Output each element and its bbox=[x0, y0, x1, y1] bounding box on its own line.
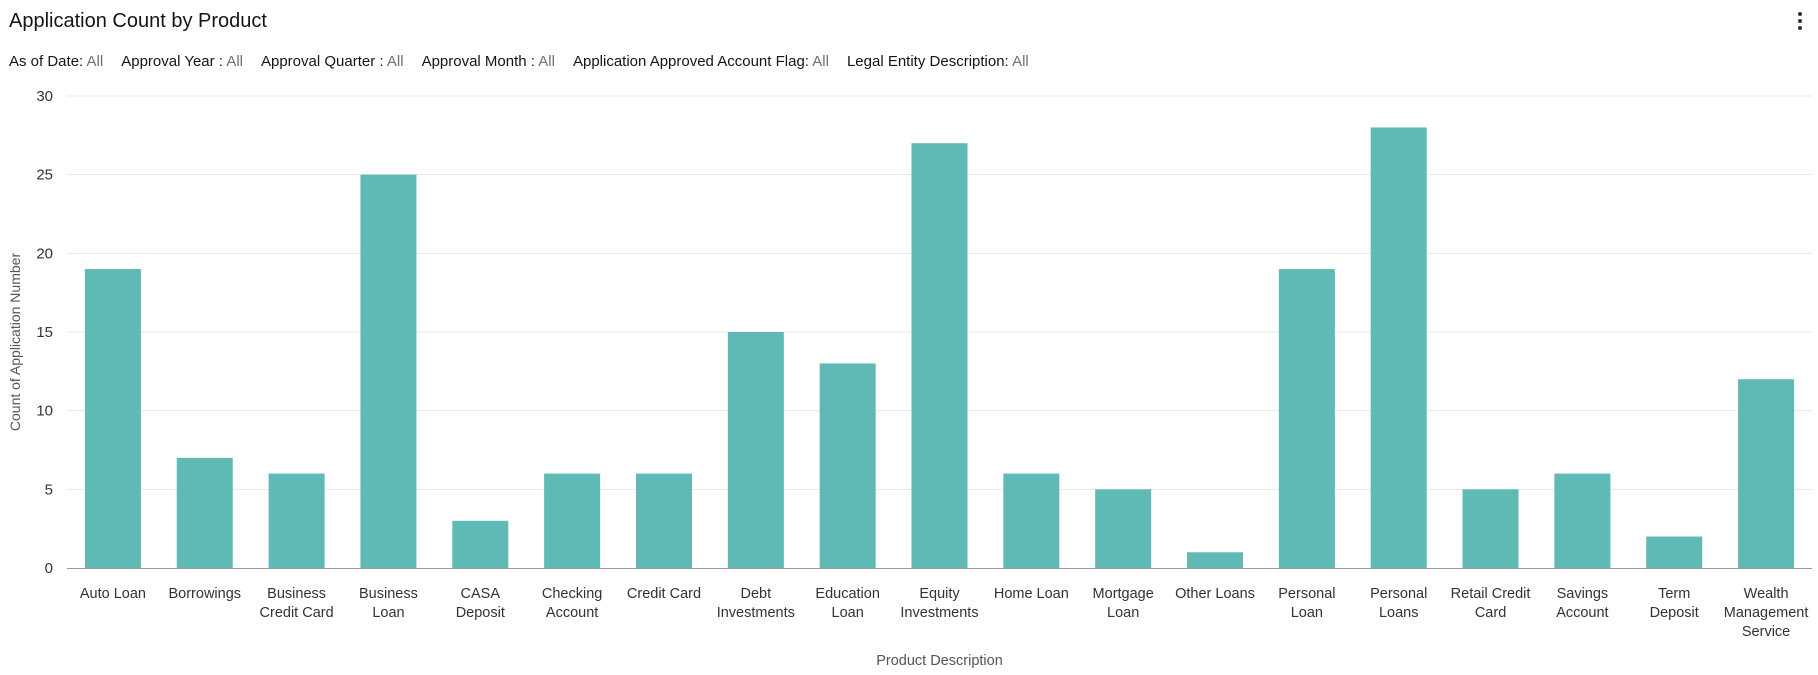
x-tick-label: Loans bbox=[1379, 605, 1419, 621]
bar-checking-account bbox=[544, 473, 601, 568]
filter-label: Application Approved Account Flag: bbox=[572, 53, 813, 70]
x-axis-title: Product Description bbox=[876, 653, 1003, 669]
x-tick-label: Personal bbox=[1370, 586, 1427, 602]
y-axis-title: Count of Application Number bbox=[7, 253, 23, 432]
y-tick-label: 0 bbox=[45, 560, 53, 577]
y-tick-label: 15 bbox=[36, 324, 53, 341]
x-tick-label: Card bbox=[1475, 605, 1506, 621]
x-tick-label: Other Loans bbox=[1175, 586, 1255, 602]
x-tick-label: Term bbox=[1658, 586, 1690, 602]
bar-home-loan bbox=[1003, 473, 1060, 568]
x-tick-label: Credit Card bbox=[627, 586, 701, 602]
bar-wealth-management-service bbox=[1738, 379, 1795, 568]
filter-value: All bbox=[226, 53, 243, 70]
filter-0[interactable]: As of Date: All bbox=[9, 53, 103, 70]
bar-debt-investments bbox=[727, 332, 784, 568]
filter-label: Legal Entity Description: bbox=[846, 53, 1013, 70]
bar-savings-account bbox=[1554, 473, 1611, 568]
filter-value: All bbox=[812, 53, 829, 70]
x-tick-label: Home Loan bbox=[994, 586, 1069, 602]
filter-2[interactable]: Approval Quarter : All bbox=[261, 53, 404, 70]
chart-title: Application Count by Product bbox=[9, 10, 267, 32]
filter-bar: As of Date: All Approval Year : All Approv… bbox=[9, 53, 1047, 70]
y-tick-label: 10 bbox=[36, 403, 53, 420]
x-tick-label: Checking bbox=[542, 586, 602, 602]
y-tick-label: 5 bbox=[45, 481, 53, 498]
x-tick-label: Business bbox=[359, 586, 418, 602]
filter-label: Approval Year : bbox=[121, 53, 227, 70]
filter-1[interactable]: Approval Year : All bbox=[121, 53, 243, 70]
bar-credit-card bbox=[635, 473, 692, 568]
x-tick-label: Education bbox=[815, 586, 880, 602]
x-tick-label: Mortgage bbox=[1093, 586, 1154, 602]
bar-personal-loans bbox=[1370, 127, 1427, 568]
bar-retail-credit-card bbox=[1462, 489, 1519, 568]
bar-other-loans bbox=[1187, 552, 1244, 568]
x-tick-label: Investments bbox=[717, 605, 795, 621]
filter-value: All bbox=[386, 53, 404, 70]
filter-value: All bbox=[538, 53, 555, 70]
x-tick-label: Deposit bbox=[456, 605, 505, 621]
filter-label: Approval Quarter : bbox=[260, 53, 387, 70]
x-tick-label: Personal bbox=[1278, 586, 1335, 602]
x-tick-label: Auto Loan bbox=[80, 586, 146, 602]
x-tick-label: Credit Card bbox=[260, 605, 334, 621]
bar-borrowings bbox=[176, 457, 233, 568]
y-tick-label: 20 bbox=[36, 245, 53, 262]
x-tick-label: Savings bbox=[1557, 586, 1609, 602]
x-tick-label: Loan bbox=[1107, 605, 1139, 621]
bar-personal-loan bbox=[1278, 269, 1335, 568]
x-tick-label: Management bbox=[1724, 605, 1809, 621]
x-tick-label: Deposit bbox=[1650, 605, 1699, 621]
bar-business-credit-card bbox=[268, 473, 325, 568]
x-tick-label: CASA bbox=[461, 586, 501, 602]
x-tick-label: Loan bbox=[832, 605, 864, 621]
bar-term-deposit bbox=[1646, 536, 1703, 568]
x-tick-label: Account bbox=[1556, 605, 1608, 621]
x-tick-label: Retail Credit bbox=[1451, 586, 1531, 602]
x-tick-label: Business bbox=[267, 586, 326, 602]
bar-casa-deposit bbox=[452, 520, 509, 568]
filter-value: All bbox=[1012, 53, 1029, 70]
x-tick-label: Account bbox=[546, 605, 598, 621]
y-tick-label: 25 bbox=[36, 167, 53, 184]
filter-value: All bbox=[86, 53, 104, 70]
x-tick-label: Borrowings bbox=[168, 586, 241, 602]
x-tick-label: Wealth bbox=[1744, 586, 1789, 602]
kebab-menu-icon[interactable] bbox=[1790, 10, 1810, 36]
x-tick-label: Service bbox=[1742, 624, 1790, 640]
x-tick-label: Loan bbox=[1291, 605, 1323, 621]
bar-business-loan bbox=[360, 174, 417, 568]
filter-5[interactable]: Legal Entity Description: All bbox=[847, 53, 1029, 70]
filter-3[interactable]: Approval Month : All bbox=[422, 53, 555, 70]
bar-mortgage-loan bbox=[1095, 489, 1152, 568]
y-tick-label: 30 bbox=[36, 88, 53, 105]
filter-label: Approval Month : bbox=[421, 53, 539, 70]
bar-equity-investments bbox=[911, 143, 968, 568]
x-tick-label: Loan bbox=[372, 605, 404, 621]
x-tick-label: Equity bbox=[919, 586, 960, 602]
bar-auto-loan bbox=[84, 269, 141, 568]
bar-education-loan bbox=[819, 363, 876, 568]
filter-4[interactable]: Application Approved Account Flag: All bbox=[573, 53, 829, 70]
x-tick-label: Investments bbox=[900, 605, 978, 621]
x-tick-label: Debt bbox=[740, 586, 771, 602]
filter-label: As of Date: bbox=[9, 53, 87, 70]
